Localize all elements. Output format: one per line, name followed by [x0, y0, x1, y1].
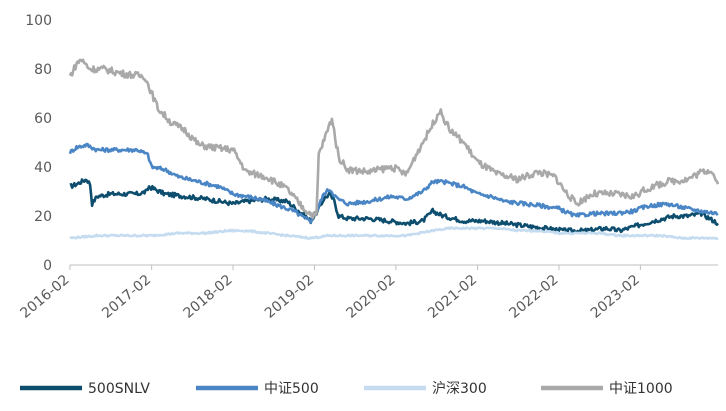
series-lines	[68, 58, 720, 241]
y-tick-label: 20	[34, 209, 52, 225]
x-axis-ticks: 2016-02 2017-02 2018-02 2019-02 2020-02 2021-…	[17, 265, 643, 322]
x-tick-label: 2023-02	[588, 272, 643, 322]
x-tick-label: 2022-02	[506, 272, 561, 322]
y-tick-label: 60	[34, 111, 52, 127]
legend: 500SNLV 中证500 沪深300 中证1000	[20, 381, 673, 397]
x-tick-label: 2019-02	[262, 272, 317, 322]
x-tick-label: 2017-02	[99, 272, 154, 322]
series-line-0	[69, 178, 719, 234]
y-tick-label: 40	[34, 160, 52, 176]
y-tick-label: 100	[25, 13, 52, 29]
series-line-1	[68, 142, 719, 224]
y-axis-ticks: 0 20 40 60 80 100	[25, 13, 52, 274]
y-tick-label: 0	[43, 258, 52, 274]
legend-label-2: 沪深300	[432, 381, 487, 397]
series-line-2	[69, 226, 719, 241]
x-tick-label: 2021-02	[425, 272, 480, 322]
legend-label-1: 中证500	[264, 381, 319, 397]
legend-label-0: 500SNLV	[88, 381, 150, 397]
legend-label-3: 中证1000	[609, 381, 673, 397]
x-tick-label: 2016-02	[17, 272, 72, 322]
series-line-3	[68, 58, 720, 220]
y-tick-label: 80	[34, 62, 52, 78]
x-tick-label: 2020-02	[343, 272, 398, 322]
x-tick-label: 2018-02	[181, 272, 236, 322]
